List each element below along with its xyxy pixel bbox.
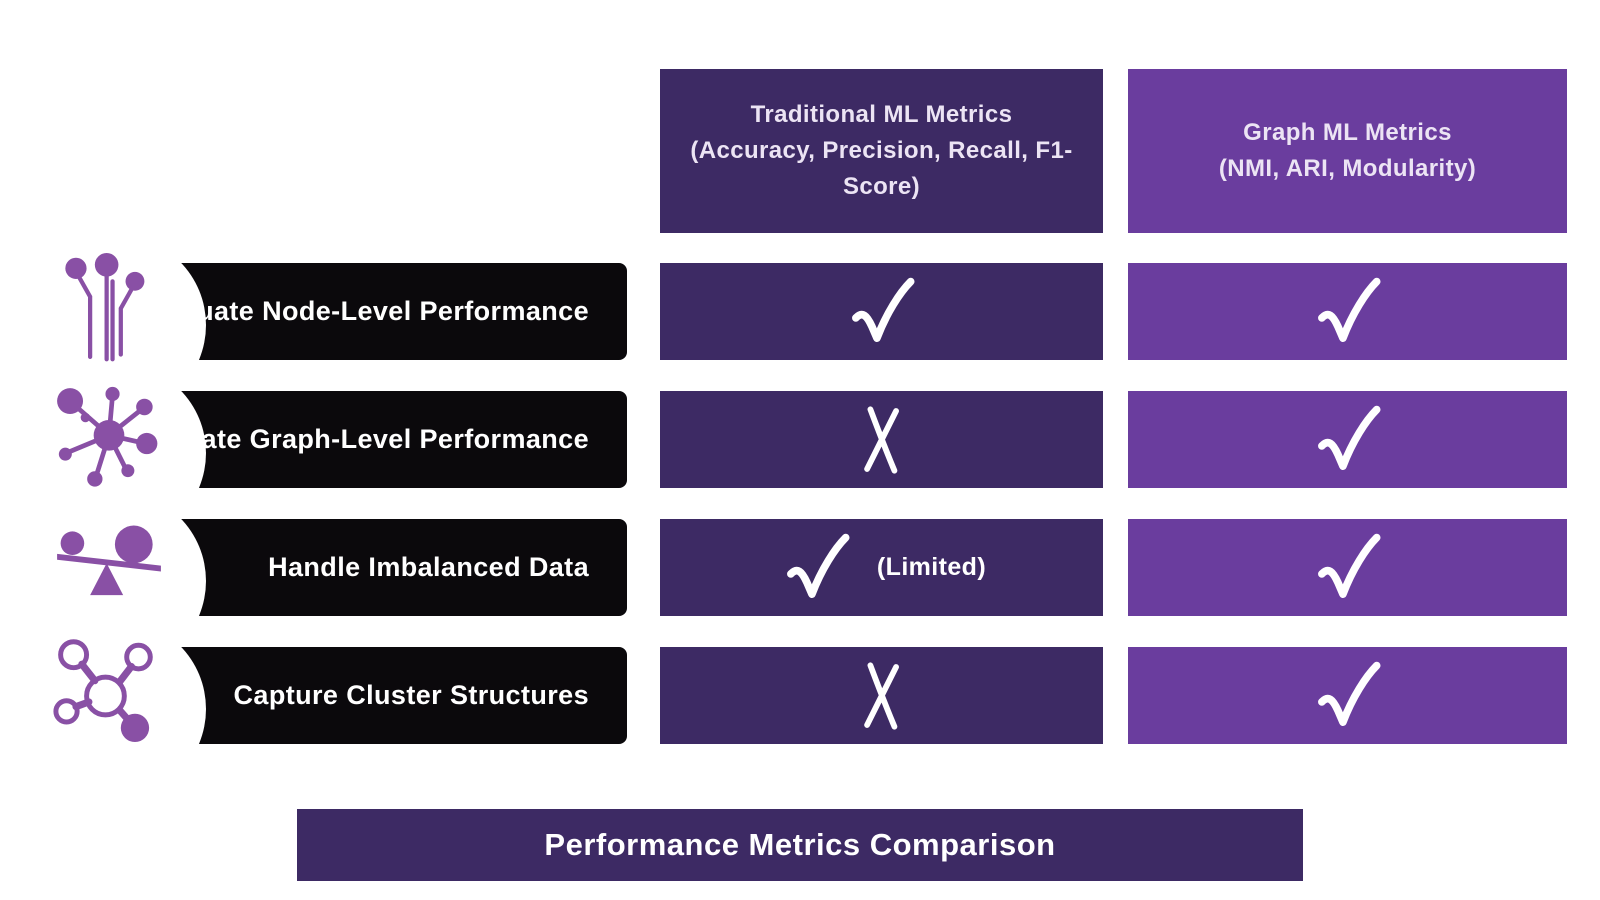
limited-note: (Limited) xyxy=(876,553,987,581)
cell-graph-level-graph xyxy=(1128,391,1567,488)
column-title: Graph ML Metrics xyxy=(1243,119,1452,146)
cell-node-level-traditional xyxy=(660,263,1103,360)
row-evaluate-graph-level: Evaluate Graph-Level Performance xyxy=(0,363,1600,543)
cell-cluster-graph xyxy=(1128,647,1567,744)
diagram-title-bar: Performance Metrics Comparison xyxy=(297,809,1303,881)
network-hub-icon xyxy=(57,386,158,487)
row-evaluate-node-level: Evaluate Node-Level Performance xyxy=(0,235,1600,415)
cluster-nodes-icon xyxy=(53,639,153,743)
row-label: Capture Cluster Structures xyxy=(233,680,589,710)
cell-cluster-traditional xyxy=(660,647,1103,744)
column-header-traditional-ml: Traditional ML Metrics (Accuracy, Precis… xyxy=(660,69,1103,233)
cross-icon xyxy=(863,661,899,730)
check-icon xyxy=(851,277,915,342)
cell-imbalanced-traditional: (Limited) xyxy=(660,519,1103,616)
column-subtitle: (Accuracy, Precision, Recall, F1-Score) xyxy=(690,137,1073,200)
check-icon xyxy=(1317,533,1381,598)
check-icon xyxy=(1317,277,1381,342)
check-icon xyxy=(786,533,850,598)
column-title: Traditional ML Metrics xyxy=(750,101,1013,128)
diagram-title: Performance Metrics Comparison xyxy=(544,827,1056,862)
balance-scale-icon xyxy=(57,525,161,596)
row-capture-cluster-structures: Capture Cluster Structures xyxy=(0,619,1600,799)
column-subtitle: (NMI, ARI, Modularity) xyxy=(1218,155,1477,182)
cell-node-level-graph xyxy=(1128,263,1567,360)
row-label: Evaluate Node-Level Performance xyxy=(139,296,589,326)
cell-imbalanced-graph xyxy=(1128,519,1567,616)
node-pins-icon xyxy=(65,253,145,362)
row-handle-imbalanced-data: Handle Imbalanced Data (Limited) xyxy=(0,491,1600,671)
column-header-graph-ml: Graph ML Metrics (NMI, ARI, Modularity) xyxy=(1128,69,1567,233)
check-icon xyxy=(1317,661,1381,726)
cross-icon xyxy=(863,405,899,474)
check-icon xyxy=(1317,405,1381,470)
cell-graph-level-traditional xyxy=(660,391,1103,488)
row-label: Handle Imbalanced Data xyxy=(268,552,589,582)
